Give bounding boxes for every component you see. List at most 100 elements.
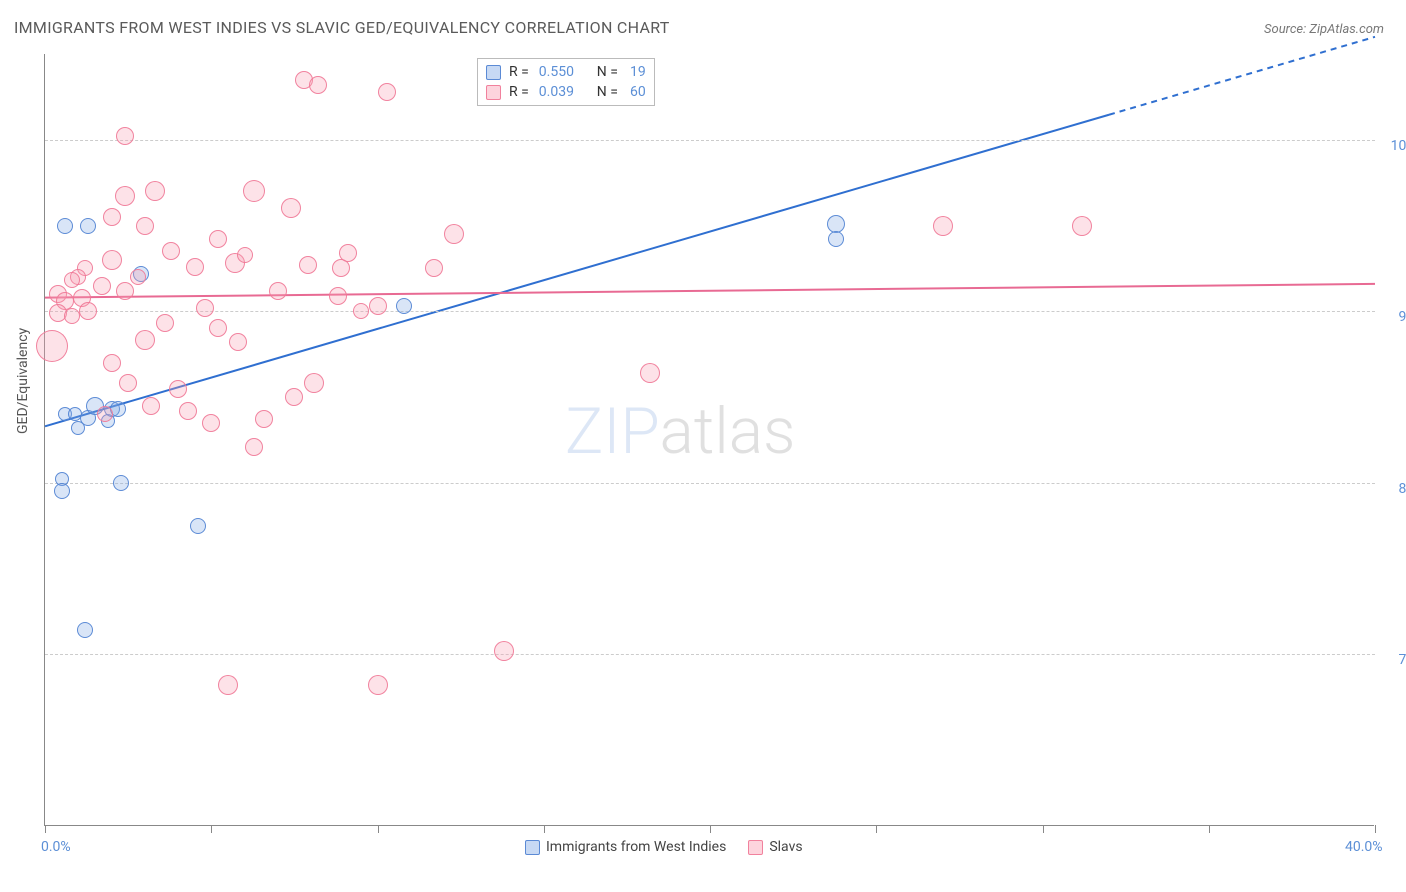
x-tick — [1043, 825, 1044, 833]
data-point-slavs — [209, 230, 227, 248]
source-attribution: Source: ZipAtlas.com — [1264, 22, 1384, 37]
data-point-slavs — [97, 406, 113, 422]
data-point-slavs — [255, 410, 273, 428]
gridline — [45, 483, 1375, 484]
data-point-slavs — [64, 308, 80, 324]
n-value: 19 — [630, 64, 646, 80]
data-point-slavs — [229, 333, 247, 351]
data-point-west_indies — [828, 231, 844, 247]
legend-row: R = 0.039 N = 60 — [486, 82, 646, 102]
data-point-slavs — [186, 258, 204, 276]
data-point-slavs — [116, 127, 134, 145]
data-point-slavs — [116, 282, 134, 300]
r-value: 0.550 — [539, 64, 581, 80]
data-point-slavs — [102, 250, 122, 270]
data-point-west_indies — [71, 421, 85, 435]
legend-item: Immigrants from West Indies — [525, 839, 726, 855]
x-tick — [45, 825, 46, 833]
watermark: ZIPatlas — [565, 394, 795, 469]
data-point-slavs — [329, 287, 347, 305]
scatter-plot: GED/Equivalency ZIPatlas R =0.550N =19R … — [44, 54, 1374, 826]
data-point-slavs — [933, 216, 953, 236]
data-point-slavs — [1072, 216, 1092, 236]
data-point-slavs — [285, 388, 303, 406]
x-tick — [876, 825, 877, 833]
x-tick — [1209, 825, 1210, 833]
legend-item: Slavs — [748, 839, 802, 855]
y-axis-title: GED/Equivalency — [15, 328, 31, 434]
data-point-slavs — [640, 363, 660, 383]
data-point-slavs — [169, 380, 187, 398]
legend-label: Slavs — [769, 839, 802, 855]
data-point-slavs — [309, 76, 327, 94]
data-point-slavs — [103, 208, 121, 226]
data-point-slavs — [353, 303, 369, 319]
r-label: R = — [509, 84, 529, 100]
data-point-slavs — [237, 247, 253, 263]
data-point-west_indies — [396, 298, 412, 314]
data-point-slavs — [369, 297, 387, 315]
gridline — [45, 140, 1375, 141]
legend-swatch — [486, 85, 501, 100]
data-point-slavs — [378, 83, 396, 101]
data-point-slavs — [304, 373, 324, 393]
data-point-slavs — [135, 330, 155, 350]
legend-row: R = 0.550 N = 19 — [486, 62, 646, 82]
data-point-slavs — [299, 256, 317, 274]
data-point-slavs — [115, 186, 135, 206]
correlation-legend: R = 0.550 N = 19 R = 0.039 N = 60 — [477, 58, 655, 106]
data-point-slavs — [130, 269, 146, 285]
data-point-slavs — [425, 259, 443, 277]
data-point-slavs — [444, 224, 464, 244]
data-point-slavs — [209, 319, 227, 337]
data-point-slavs — [64, 272, 80, 288]
data-point-slavs — [136, 217, 154, 235]
regression-lines — [45, 54, 1375, 826]
legend-swatch — [486, 65, 501, 80]
data-point-slavs — [494, 641, 514, 661]
y-tick-label: 80.0% — [1381, 481, 1406, 497]
data-point-west_indies — [54, 483, 70, 499]
data-point-slavs — [245, 438, 263, 456]
data-point-slavs — [179, 402, 197, 420]
n-label: N = — [597, 64, 618, 80]
series-legend: Immigrants from West Indies Slavs — [525, 839, 803, 855]
data-point-slavs — [119, 374, 137, 392]
data-point-slavs — [269, 282, 287, 300]
y-tick-label: 70.0% — [1381, 652, 1406, 668]
x-tick — [378, 825, 379, 833]
y-tick-label: 100.0% — [1381, 138, 1406, 154]
x-tick — [1375, 825, 1376, 833]
legend-swatch — [748, 840, 763, 855]
gridline — [45, 311, 1375, 312]
x-tick — [211, 825, 212, 833]
data-point-slavs — [162, 242, 180, 260]
data-point-slavs — [103, 354, 121, 372]
data-point-west_indies — [80, 218, 96, 234]
data-point-slavs — [156, 314, 174, 332]
n-label: N = — [597, 84, 618, 100]
legend-label: Immigrants from West Indies — [546, 839, 726, 855]
data-point-slavs — [339, 244, 357, 262]
x-tick-label: 0.0% — [41, 839, 71, 855]
data-point-slavs — [281, 198, 301, 218]
n-value: 60 — [630, 84, 646, 100]
data-point-west_indies — [190, 518, 206, 534]
data-point-west_indies — [57, 218, 73, 234]
data-point-slavs — [196, 299, 214, 317]
data-point-west_indies — [77, 622, 93, 638]
data-point-slavs — [332, 259, 350, 277]
r-label: R = — [509, 64, 529, 80]
data-point-slavs — [142, 397, 160, 415]
data-point-slavs — [202, 414, 220, 432]
y-tick-label: 90.0% — [1381, 309, 1406, 325]
chart-title: IMMIGRANTS FROM WEST INDIES VS SLAVIC GE… — [14, 18, 670, 37]
r-value: 0.039 — [539, 84, 581, 100]
x-tick-label: 40.0% — [1345, 839, 1383, 855]
data-point-slavs — [79, 302, 97, 320]
legend-swatch — [525, 840, 540, 855]
data-point-west_indies — [827, 215, 845, 233]
data-point-slavs — [218, 675, 238, 695]
data-point-slavs — [36, 330, 68, 362]
data-point-slavs — [145, 181, 165, 201]
